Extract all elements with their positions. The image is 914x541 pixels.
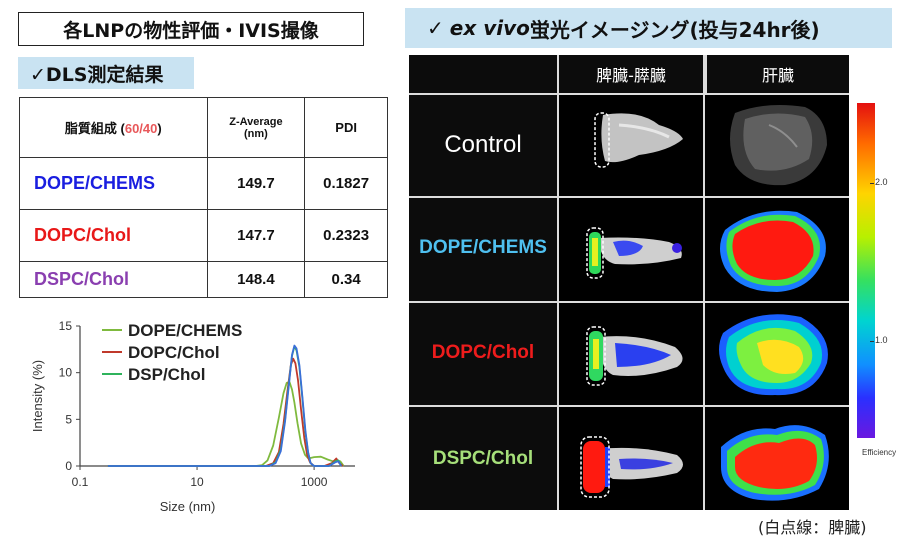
x-tick-label: 0.1 <box>72 475 89 489</box>
header-composition: 脂質組成 (60/40) <box>19 97 208 158</box>
x-axis-label: Size (nm) <box>160 499 216 514</box>
chart-legend: DOPE/CHEMS DOPC/Chol DSP/Chol <box>102 321 242 384</box>
ivis-title-rest: 蛍光イメージング(投与24hr後) <box>529 17 820 42</box>
image-dspc-spleen <box>559 407 703 510</box>
header-ratio: 60/40 <box>124 121 158 136</box>
row-label-dopc-chol: DOPC/Chol <box>431 342 535 363</box>
colorbar-tick: 2.0 <box>870 177 888 187</box>
table-row: DSPC/Chol 148.4 0.34 <box>19 261 388 298</box>
legend-label: DSP/Chol <box>128 365 205 384</box>
dls-table: 脂質組成 (60/40) Z-Average (nm) PDI DOPE/CHEM… <box>19 97 388 298</box>
chart-axes: 0 5 10 15 0.1 10 1000 Size (nm) Intensity (%) <box>30 319 355 514</box>
row-name: DOPC/Chol <box>19 209 208 262</box>
col-header-liver: 肝臓 <box>705 55 849 93</box>
ivis-title-italic: ex vivo <box>449 16 530 40</box>
row-zaverage: 147.7 <box>206 209 306 262</box>
ivis-section-title: ✓ ex vivo 蛍光イメージング(投与24hr後) <box>405 8 892 48</box>
row-pdi: 0.2323 <box>304 209 388 262</box>
header-pdi: PDI <box>304 97 388 158</box>
legend-label: DOPE/CHEMS <box>128 321 242 340</box>
row-pdi: 0.34 <box>304 261 388 298</box>
row-label-dope-chems: DOPE/CHEMS <box>419 237 547 258</box>
series-line <box>107 381 345 467</box>
image-dspc-liver <box>705 407 849 510</box>
size-distribution-chart: 0 5 10 15 0.1 10 1000 Size (nm) Intensity (%) DO… <box>30 319 355 514</box>
header-zaverage: Z-Average (nm) <box>206 97 306 158</box>
chart-lines <box>107 344 345 467</box>
row-name: DSPC/Chol <box>19 261 208 298</box>
y-tick-label: 15 <box>59 319 73 333</box>
dls-section-title: ✓DLS測定結果 <box>18 57 194 89</box>
colorbar-label: Efficiency <box>862 448 897 457</box>
row-zaverage: 149.7 <box>206 157 306 210</box>
colorbar-tick: 1.0 <box>870 335 888 345</box>
row-name: DOPE/CHEMS <box>19 157 208 210</box>
image-dope-spleen <box>559 198 703 301</box>
x-tick-label: 1000 <box>301 475 328 489</box>
footnote: (白点線：脾臓) <box>758 518 867 537</box>
col-header-spleen-pancreas: 脾臓-膵臓 <box>557 55 703 93</box>
row-label-control: Control <box>444 131 522 158</box>
series-line <box>107 344 342 467</box>
table-row: DOPE/CHEMS 149.7 0.1827 <box>19 157 388 210</box>
image-control-spleen <box>559 95 703 196</box>
main-title: 各LNPの物性評価・IVIS撮像 <box>18 12 364 46</box>
y-tick-label: 0 <box>65 459 72 473</box>
y-tick-label: 10 <box>59 366 73 380</box>
check-icon: ✓ <box>427 16 444 40</box>
image-dope-liver <box>705 198 849 301</box>
y-tick-label: 5 <box>65 412 72 426</box>
legend-label: DOPC/Chol <box>128 343 220 362</box>
image-control-liver <box>705 95 849 196</box>
efficiency-colorbar <box>857 103 875 438</box>
row-label-dspc-chol: DSPC/Chol <box>432 447 534 469</box>
x-tick-label: 10 <box>190 475 204 489</box>
ivis-image-panel: 脾臓-膵臓 肝臓 Control DOPE/CHEMS DOPC/Chol DS… <box>409 55 849 510</box>
y-axis-label: Intensity (%) <box>30 360 45 432</box>
row-pdi: 0.1827 <box>304 157 388 210</box>
series-line <box>107 357 344 467</box>
row-zaverage: 148.4 <box>206 261 306 298</box>
image-dopc-spleen <box>559 303 703 405</box>
image-dopc-liver <box>705 303 849 405</box>
table-row: DOPC/Chol 147.7 0.2323 <box>19 209 388 262</box>
dls-table-header: 脂質組成 (60/40) Z-Average (nm) PDI <box>19 97 388 158</box>
